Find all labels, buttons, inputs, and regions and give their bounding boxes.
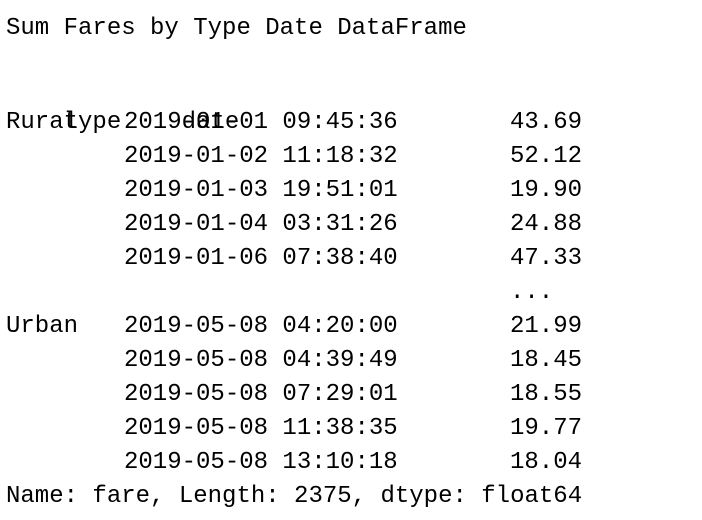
- row-date: 2019-01-02 11:18:32: [124, 143, 398, 170]
- ellipsis-row: ...: [6, 276, 696, 310]
- series-row: 2019-05-08 07:29:01 18.55: [6, 378, 696, 412]
- row-date: 2019-05-08 11:38:35: [124, 415, 398, 442]
- row-type: Rural: [6, 109, 79, 136]
- index-header-row: type date: [6, 72, 696, 136]
- row-date: 2019-01-03 19:51:01: [124, 177, 398, 204]
- row-value: 18.55: [510, 381, 583, 408]
- row-value: 19.77: [510, 415, 583, 442]
- row-date: 2019-05-08 13:10:18: [124, 449, 398, 476]
- row-value: 43.69: [510, 109, 583, 136]
- series-row: 2019-05-08 13:10:18 18.04: [6, 446, 696, 480]
- series-row: Urban 2019-05-08 04:20:00 21.99: [6, 310, 696, 344]
- series-row: 2019-01-04 03:31:26 24.88: [6, 208, 696, 242]
- series-row: 2019-01-03 19:51:01 19.90: [6, 174, 696, 208]
- row-date: 2019-05-08 04:39:49: [124, 347, 398, 374]
- blank-line: [6, 46, 696, 72]
- series-row: Rural 2019-01-01 09:45:36 43.69: [6, 106, 696, 140]
- row-value: 24.88: [510, 211, 583, 238]
- row-type: Urban: [6, 313, 79, 340]
- row-value: 18.45: [510, 347, 583, 374]
- series-row: 2019-01-02 11:18:32 52.12: [6, 140, 696, 174]
- series-row: 2019-05-08 11:38:35 19.77: [6, 412, 696, 446]
- row-date: 2019-01-01 09:45:36: [124, 109, 398, 136]
- row-date: 2019-01-06 07:38:40: [124, 245, 398, 272]
- header-date: date: [181, 109, 240, 136]
- row-value: 52.12: [510, 143, 583, 170]
- row-date: 2019-05-08 07:29:01: [124, 381, 398, 408]
- series-row: 2019-05-08 04:39:49 18.45: [6, 344, 696, 378]
- row-value: 18.04: [510, 449, 583, 476]
- row-value: 21.99: [510, 313, 583, 340]
- row-value: ...: [510, 279, 554, 306]
- series-row: 2019-01-06 07:38:40 47.33: [6, 242, 696, 276]
- row-value: 47.33: [510, 245, 583, 272]
- row-value: 19.90: [510, 177, 583, 204]
- output-title: Sum Fares by Type Date DataFrame: [6, 15, 467, 42]
- series-footer: Name: fare, Length: 2375, dtype: float64: [6, 483, 583, 510]
- header-type: type: [63, 109, 122, 136]
- row-date: 2019-01-04 03:31:26: [124, 211, 398, 238]
- row-date: 2019-05-08 04:20:00: [124, 313, 398, 340]
- series-output: Sum Fares by Type Date DataFrame type dat…: [6, 0, 696, 514]
